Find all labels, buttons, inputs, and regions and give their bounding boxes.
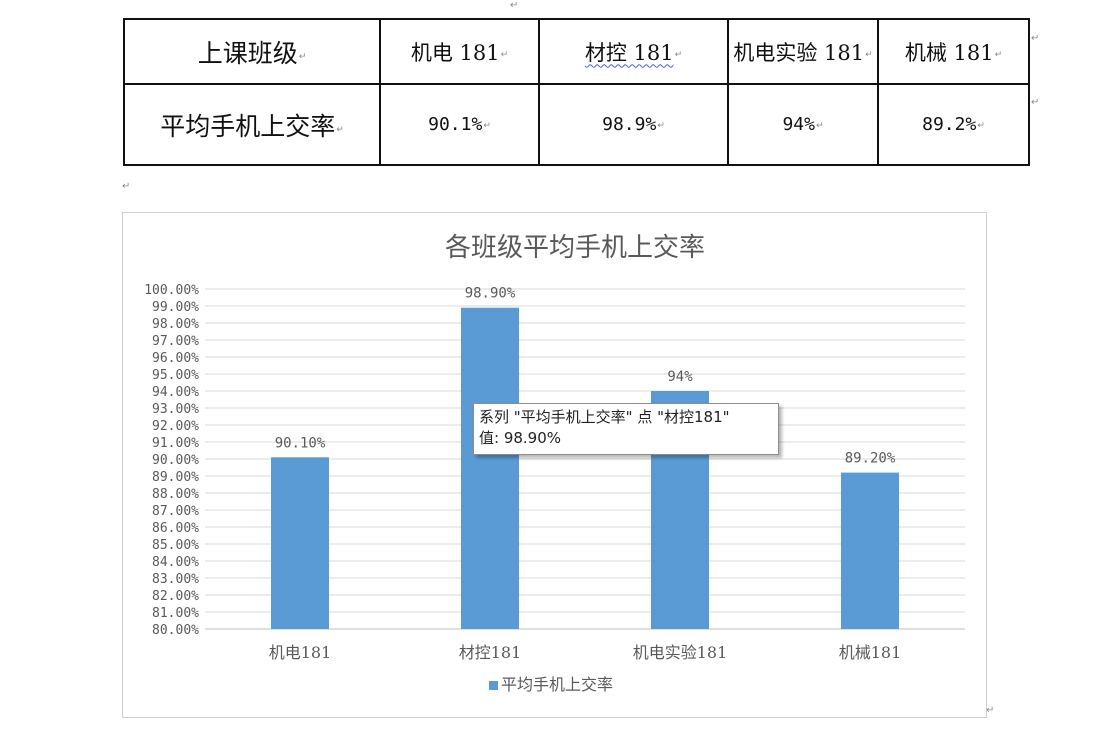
tooltip-series-line: 系列 "平均手机上交率" 点 "材控181" [479,408,730,426]
data-label: 94% [667,369,693,385]
table-cell: 89.2%↵ [877,83,1030,166]
class-name: 机械 181 [904,40,994,65]
y-tick-label: 86.00% [152,521,199,536]
data-label: 89.20% [845,451,896,467]
table-cell: 平均手机上交率↵ [123,83,381,166]
rate-value: 94% [782,114,815,135]
class-name: 机电实验 181 [733,40,865,65]
x-tick-label: 机电181 [269,643,332,662]
row-label: 平均手机上交率 [160,111,336,141]
y-tick-label: 99.00% [152,300,199,315]
y-tick-label: 81.00% [152,606,199,621]
y-tick-label: 98.00% [152,317,199,332]
paragraph-mark: ↵ [986,705,995,716]
y-tick-label: 97.00% [152,334,199,349]
rate-value: 98.9% [602,114,657,135]
rate-value: 89.2% [922,114,977,135]
y-tick-label: 96.00% [152,351,199,366]
bar [841,472,899,629]
y-tick-label: 95.00% [152,368,199,383]
chart-tooltip: 系列 "平均手机上交率" 点 "材控181" 值: 98.90% [473,403,779,455]
table-cell: 机械 181↵ [877,18,1030,85]
paragraph-mark: ↵ [1031,33,1040,44]
y-tick-label: 91.00% [152,436,199,451]
y-tick-label: 87.00% [152,504,199,519]
paragraph-mark: ↵ [510,0,519,11]
y-tick-label: 85.00% [152,538,199,553]
bar [271,457,329,629]
x-tick-label: 机电实验181 [633,643,728,662]
bar [461,307,519,629]
legend-label: 平均手机上交率 [501,675,613,694]
table-header-row: 上课班级↵ 机电 181↵ 材控 181↵ 机电实验 181↵ 机械 181↵ [123,18,1030,85]
table-cell: 98.9%↵ [538,83,729,166]
bar-chart[interactable]: 各班级平均手机上交率 80.00% 81.00% 82.00% 83.00% 84.00%… [122,212,987,718]
paragraph-mark: ↵ [122,181,131,192]
y-tick-label: 88.00% [152,487,199,502]
table-cell: 材控 181↵ [538,18,729,85]
table-cell: 90.1%↵ [379,83,540,166]
table-cell: 94%↵ [727,83,879,166]
y-tick-label: 83.00% [152,572,199,587]
rate-value: 90.1% [428,114,483,135]
class-name: 材控 181 [584,40,674,65]
y-tick-label: 80.00% [152,623,199,638]
table-cell: 机电 181↵ [379,18,540,85]
header-label: 上课班级 [197,38,298,68]
table-row: 平均手机上交率↵ 90.1%↵ 98.9%↵ 94%↵ 89.2%↵ [123,83,1030,166]
y-tick-label: 100.00% [144,283,199,298]
class-name: 机电 181 [410,40,500,65]
tooltip-value-line: 值: 98.90% [479,429,562,447]
y-tick-label: 94.00% [152,385,199,400]
chart-canvas[interactable]: 各班级平均手机上交率 80.00% 81.00% 82.00% 83.00% 84.00%… [123,213,986,717]
table-cell: 机电实验 181↵ [727,18,879,85]
x-tick-label: 材控181 [459,643,522,662]
y-tick-label: 89.00% [152,470,199,485]
y-tick-label: 93.00% [152,402,199,417]
x-tick-label: 机械181 [839,643,902,662]
paragraph-mark: ↵ [1031,97,1040,108]
data-label: 90.10% [275,435,326,451]
chart-title: 各班级平均手机上交率 [445,233,705,263]
y-tick-label: 84.00% [152,555,199,570]
y-tick-label: 82.00% [152,589,199,604]
y-tick-label: 92.00% [152,419,199,434]
legend-swatch [489,681,498,690]
y-tick-label: 90.00% [152,453,199,468]
data-label: 98.90% [465,286,516,302]
table-cell: 上课班级↵ [123,18,381,85]
rate-table: 上课班级↵ 机电 181↵ 材控 181↵ 机电实验 181↵ 机械 181↵ … [123,18,1030,166]
